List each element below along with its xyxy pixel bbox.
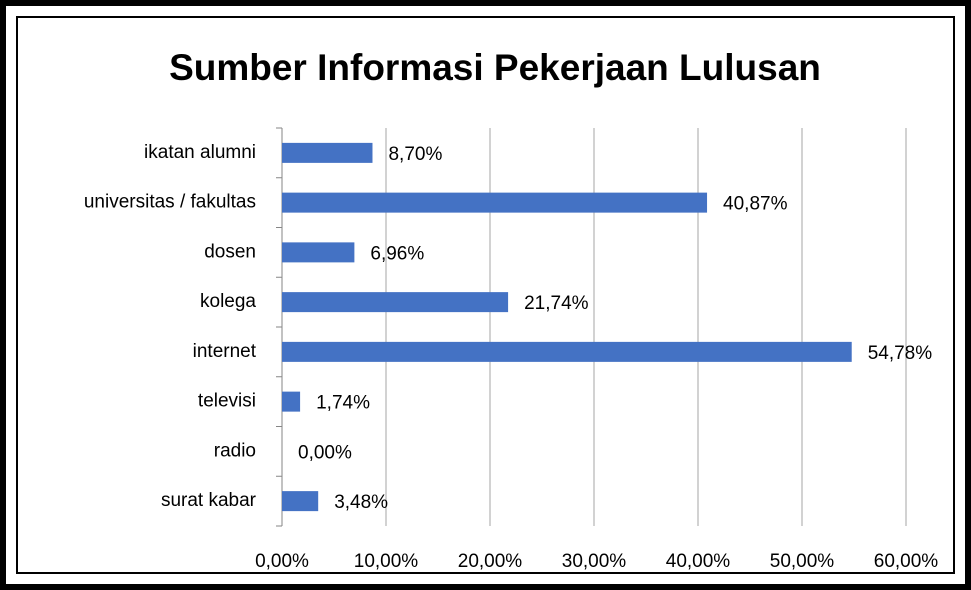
- chart-title: Sumber Informasi Pekerjaan Lulusan: [169, 47, 821, 88]
- x-tick-label: 10,00%: [354, 551, 419, 572]
- value-label: 8,70%: [388, 144, 442, 165]
- value-label: 40,87%: [723, 194, 788, 215]
- value-label: 3,48%: [334, 492, 388, 513]
- bar: [282, 292, 509, 313]
- value-label: 0,00%: [298, 442, 352, 463]
- inner-frame: [16, 16, 955, 574]
- value-label: 21,74%: [524, 293, 589, 314]
- x-tick-label: 20,00%: [458, 551, 523, 572]
- value-label: 1,74%: [316, 393, 370, 414]
- x-tick-label: 40,00%: [666, 551, 731, 572]
- y-tick-label: universitas / fakultas: [84, 192, 256, 213]
- y-tick-label: internet: [193, 341, 257, 362]
- y-tick-label: surat kabar: [161, 490, 257, 511]
- y-tick-label: ikatan alumni: [144, 142, 256, 163]
- bar: [282, 491, 319, 512]
- x-tick-label: 0,00%: [255, 551, 309, 572]
- value-label: 6,96%: [370, 243, 424, 264]
- x-tick-label: 30,00%: [562, 551, 627, 572]
- bar: [282, 192, 708, 213]
- bar: [282, 142, 373, 163]
- y-tick-label: kolega: [200, 291, 256, 312]
- bar: [282, 341, 852, 362]
- y-tick-label: dosen: [204, 241, 256, 262]
- y-tick-label: radio: [214, 440, 256, 461]
- bar: [282, 242, 355, 263]
- x-tick-label: 60,00%: [874, 551, 939, 572]
- value-label: 54,78%: [868, 343, 933, 364]
- bar: [282, 391, 301, 412]
- y-tick-label: televisi: [198, 391, 256, 412]
- x-tick-label: 50,00%: [770, 551, 835, 572]
